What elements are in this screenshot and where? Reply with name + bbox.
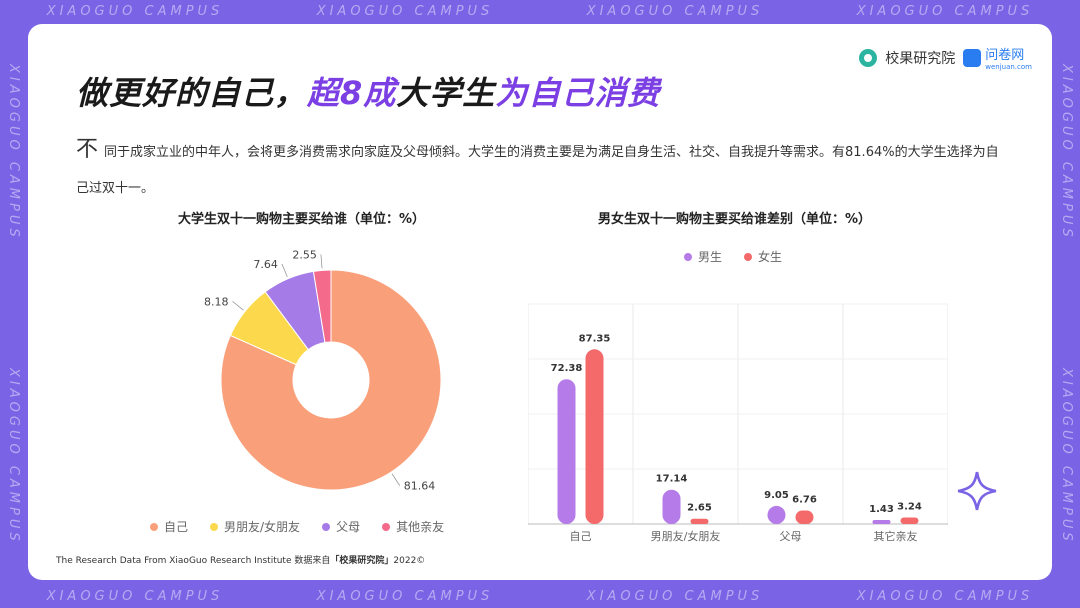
- pie-data-label: 2.55: [292, 248, 317, 261]
- bar: [585, 349, 604, 524]
- pie-label-leader: [320, 254, 323, 269]
- pie-slice: [220, 269, 442, 491]
- legend-dot: [210, 522, 219, 531]
- bar: [795, 510, 814, 524]
- bar: [662, 489, 681, 524]
- page-title: 做更好的自己，超8成大学生为自己消费: [76, 68, 660, 114]
- frame-band-right: XIAOGUO CAMPUS XIAOGUO CAMPUS: [1059, 0, 1074, 608]
- bar-data-label: 9.05: [764, 490, 789, 501]
- frame-text: XIAOGUO CAMPUS: [46, 4, 224, 19]
- legend-label: 自己: [164, 520, 189, 534]
- partner-sub: wenjuan.com: [985, 63, 1032, 71]
- bar-data-label: 72.38: [551, 363, 583, 374]
- description-text: 同于成家立业的中年人，会将更多消费需求向家庭及父母倾斜。大学生的消费主要是为满足…: [76, 145, 999, 196]
- bar: [900, 517, 919, 524]
- frame-band-left: XIAOGUO CAMPUS XIAOGUO CAMPUS: [6, 0, 21, 608]
- pie-label-leader: [281, 263, 288, 278]
- pie-label-leader: [232, 301, 244, 311]
- partner-logo: 问卷网 wenjuan.com: [963, 44, 1032, 71]
- frame-band-top: XIAOGUO CAMPUS XIAOGUO CAMPUS XIAOGUO CA…: [0, 4, 1080, 19]
- x-tick-label: 父母: [780, 530, 802, 543]
- brand-bar: 校果研究院 问卷网 wenjuan.com: [859, 44, 1032, 71]
- bar-data-label: 6.76: [792, 494, 817, 505]
- bar-chart: 72.38 87.35 自己 17.14 2.65 男朋友/女朋友 9.05 6.76 父母 1.…: [528, 303, 948, 543]
- brand-name: 校果研究院: [885, 50, 956, 67]
- description-lead: 不: [76, 137, 99, 162]
- bar-data-label: 2.65: [687, 503, 712, 514]
- footer-source: The Research Data From XiaoGuo Research …: [56, 553, 425, 566]
- frame-text: XIAOGUO CAMPUS: [856, 589, 1034, 604]
- frame-text: XIAOGUO CAMPUS: [586, 589, 764, 604]
- description: 不同于成家立业的中年人，会将更多消费需求向家庭及父母倾斜。大学生的消费主要是为满…: [76, 132, 1006, 207]
- pie-legend-item-partner: 男朋友/女朋友: [210, 518, 300, 535]
- pie-chart: 81.64 8.18 7.64 2.55: [204, 248, 442, 493]
- footer-suffix: 2022©: [393, 556, 426, 566]
- legend-label: 男朋友/女朋友: [224, 520, 301, 534]
- frame-text: XIAOGUO CAMPUS: [1059, 63, 1074, 241]
- footer-source-name: 「校果研究院」: [330, 556, 394, 566]
- bar-data-label: 87.35: [579, 333, 611, 344]
- frame-text: XIAOGUO CAMPUS: [856, 4, 1034, 19]
- legend-dot: [382, 522, 391, 531]
- x-tick-label: 男朋友/女朋友: [651, 529, 721, 543]
- bar: [767, 505, 786, 524]
- pie-data-label: 8.18: [204, 295, 229, 308]
- legend-label: 其他亲友: [396, 520, 445, 534]
- pie-legend-item-self: 自己: [150, 518, 188, 535]
- bar-legend-item-male: 男生: [684, 248, 722, 265]
- legend-dot: [150, 522, 158, 531]
- title-part2: 大学生: [396, 74, 496, 112]
- bar-data-label: 17.14: [656, 474, 688, 485]
- partner-name: 问卷网: [985, 48, 1025, 63]
- pie-data-label: 81.64: [404, 480, 436, 493]
- x-tick-label: 自己: [570, 530, 592, 543]
- pie-slice: [312, 269, 332, 344]
- bar-chart-title: 男女生双十一购物主要买给谁差别（单位：%）: [598, 212, 872, 227]
- bar-data-label: 3.24: [897, 502, 922, 513]
- title-highlight1: 超8成: [307, 74, 397, 112]
- pie-data-label: 7.64: [253, 258, 278, 271]
- legend-dot: [744, 252, 753, 261]
- frame-text: XIAOGUO CAMPUS: [1059, 367, 1074, 545]
- pie-legend: 自己 男朋友/女朋友 父母 其他亲友: [150, 518, 444, 535]
- frame-band-bottom: XIAOGUO CAMPUS XIAOGUO CAMPUS XIAOGUO CA…: [0, 589, 1080, 604]
- frame-text: XIAOGUO CAMPUS: [6, 367, 21, 545]
- legend-dot: [322, 522, 331, 531]
- pie-legend-item-other: 其他亲友: [382, 518, 444, 535]
- frame-text: XIAOGUO CAMPUS: [316, 589, 494, 604]
- title-highlight2: 为自己消费: [495, 74, 661, 112]
- sparkle-icon: [957, 471, 997, 511]
- bar: [690, 518, 709, 524]
- xiaoguo-logo-icon: [859, 48, 878, 67]
- footer-prefix: The Research Data From XiaoGuo Research …: [56, 556, 331, 566]
- content-card: 校果研究院 问卷网 wenjuan.com 做更好的自己，超8成大学生为自己消费…: [28, 24, 1052, 580]
- legend-label: 男生: [698, 250, 723, 264]
- bar-legend: 男生 女生: [684, 248, 782, 265]
- legend-dot: [684, 252, 692, 261]
- legend-label: 女生: [758, 250, 783, 264]
- pie-label-leader: [391, 473, 401, 486]
- x-tick-label: 其它亲友: [874, 529, 918, 543]
- legend-label: 父母: [336, 520, 361, 534]
- pie-legend-item-parents: 父母: [322, 518, 360, 535]
- bar: [872, 520, 891, 524]
- title-part1: 做更好的自己，: [76, 74, 308, 112]
- bar-legend-item-female: 女生: [744, 248, 782, 265]
- bar-data-label: 1.43: [869, 504, 894, 515]
- bar: [557, 379, 576, 524]
- frame-text: XIAOGUO CAMPUS: [586, 4, 764, 19]
- pie-chart-title: 大学生双十一购物主要买给谁（单位：%）: [178, 212, 426, 227]
- frame-text: XIAOGUO CAMPUS: [316, 4, 494, 19]
- frame-text: XIAOGUO CAMPUS: [6, 63, 21, 241]
- frame-text: XIAOGUO CAMPUS: [46, 589, 224, 604]
- wenjuan-logo-icon: [963, 48, 982, 67]
